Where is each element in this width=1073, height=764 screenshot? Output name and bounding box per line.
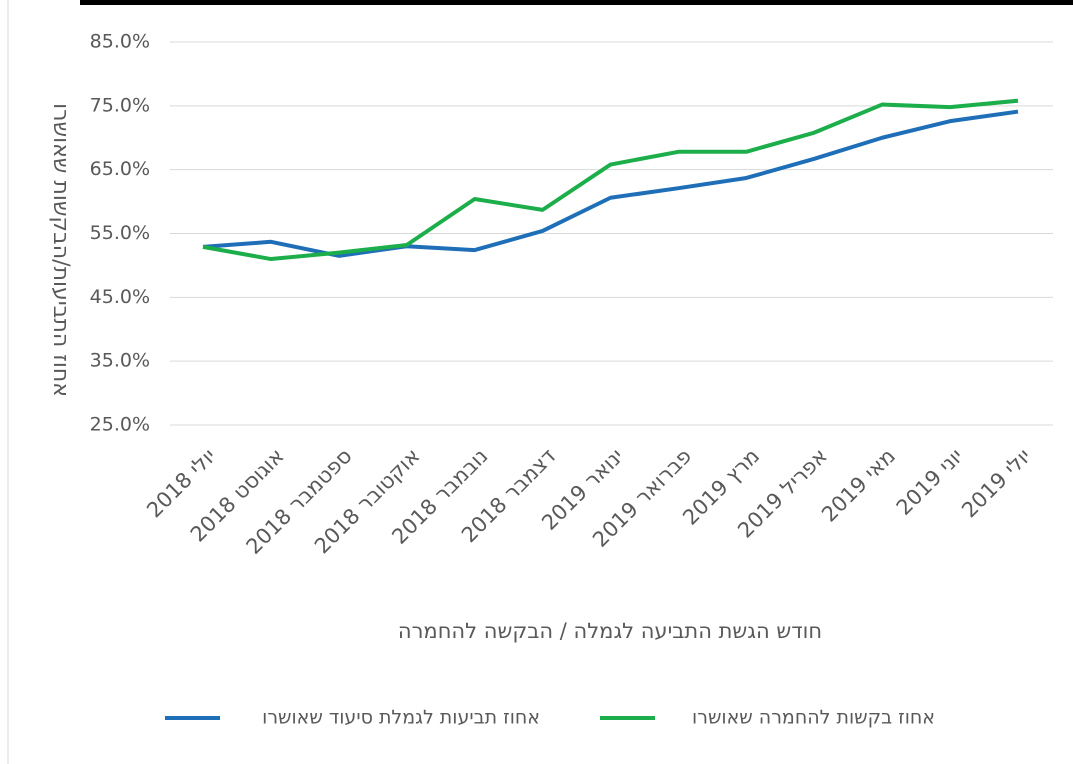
y-tick-label: 45.0% — [90, 286, 150, 308]
y-tick-label: 85.0% — [90, 31, 150, 53]
x-tick-label: יולי 2019 — [957, 444, 1036, 523]
x-axis-title: חודש הגשת התביעה לגמלה / הבקשה להחמרה — [398, 619, 822, 643]
legend-label: אחוז בקשות להחמרה שאושרו — [692, 707, 935, 729]
y-tick-label: 25.0% — [90, 414, 150, 436]
y-tick-label: 65.0% — [90, 158, 150, 180]
y-tick-label: 75.0% — [90, 94, 150, 116]
top-border — [80, 0, 1073, 5]
series-line — [202, 109, 1019, 258]
y-tick-label: 35.0% — [90, 350, 150, 372]
y-axis-title: אחוז התביעות/הבקשות שאושרו — [48, 103, 73, 397]
y-tick-label: 55.0% — [90, 222, 150, 244]
legend-label: אחוז תביעות לגמלת סיעוד שאושרו — [262, 707, 540, 729]
series-line — [202, 98, 1019, 262]
x-tick-label: יוני 2019 — [892, 444, 968, 520]
x-tick-label: מאי 2019 — [817, 444, 900, 527]
